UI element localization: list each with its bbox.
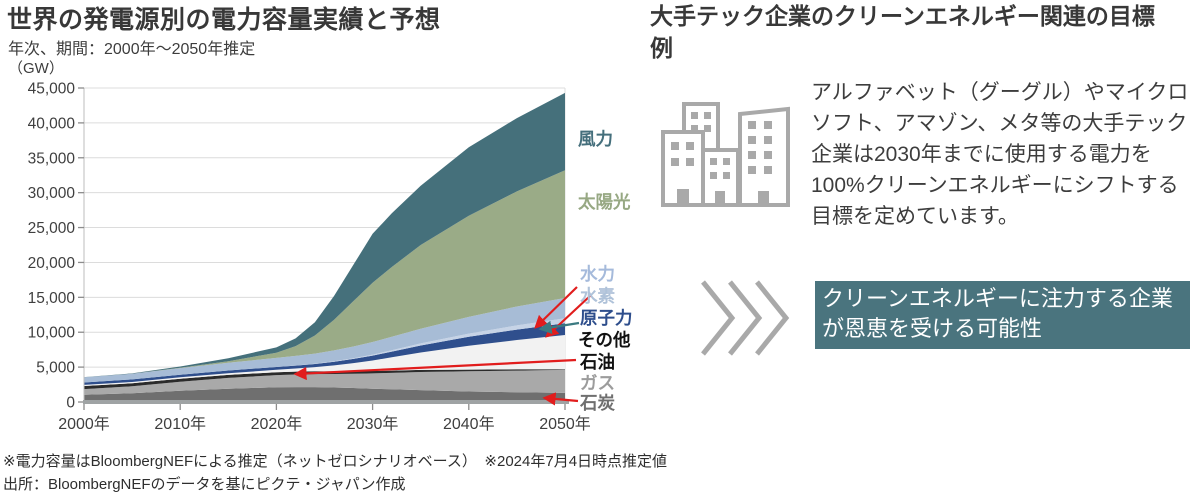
area-hydro [84,298,565,383]
y-tick-label: 10,000 [28,325,76,342]
y-tick-label: 25,000 [28,220,76,237]
y-tick-label: 45,000 [28,81,76,98]
chart-unit-label: （GW） [8,60,64,77]
chart-title: 世界の発電源別の電力容量実績と予想 [7,6,441,34]
x-tick-label: 2050年 [539,415,591,433]
series-label-nuclear: 原子力 [580,308,633,328]
area-gas [84,369,565,395]
series-label-other: その他 [578,330,631,350]
chart-subtitle: 年次、期間：2000年～2050年推定 [8,41,256,58]
x-tick-label: 2030年 [347,415,399,433]
area-coal [84,387,565,402]
series-label-solar: 太陽光 [578,192,631,212]
area-solar [84,170,565,378]
hydro-arrow [534,286,578,329]
series-label-hydrogen: 水素 [580,286,615,306]
conclusion-callout: クリーンエネルギーに注力する企業が恩恵を受ける可能性 [815,281,1190,349]
x-tick-label: 2040年 [443,415,495,433]
series-label-wind: 風力 [578,129,613,149]
footnote-line-1: ※電力容量はBloombergNEFによる推定（ネットゼロシナリオベース） ※2… [3,453,668,470]
y-tick-label: 35,000 [28,150,76,167]
right-panel-title: 大手テック企業のクリーンエネルギー関連の目標例 [650,3,1155,61]
stacked-area-chart: 0 5,000 10,000 15,000 20,000 25,000 30,000 35,0… [28,81,633,434]
x-tick-label: 2010年 [154,415,206,433]
series-label-oil: 石油 [579,352,615,372]
nuclear-arrow [538,320,580,334]
triple-chevron-right-icon [701,280,790,356]
y-tick-label: 5,000 [36,360,75,377]
y-tick-label: 30,000 [28,185,76,202]
y-tick-label: 15,000 [28,290,76,307]
y-tick-label: 20,000 [28,255,76,272]
area-wind [84,92,565,378]
footnote-line-2: 出所：BloombergNEFのデータを基にピクテ・ジャパン作成 [3,476,406,493]
right-panel-body: アルファベット（グーグル）やマイクロソフト、アマゾン、メタ等の大手テック企業は2… [811,81,1189,228]
hydrogen-arrow [545,295,591,338]
y-tick-label: 0 [66,395,75,412]
x-tick-label: 2020年 [251,415,303,433]
series-label-coal: 石炭 [579,393,615,413]
series-label-hydro: 水力 [580,264,615,284]
area-other [84,335,565,386]
coal-arrow [542,392,579,406]
oil-arrow [293,358,577,381]
series-label-gas: ガス [580,373,615,393]
x-tick-label: 2000年 [58,415,110,433]
y-tick-label: 40,000 [28,115,76,132]
buildings-icon [661,102,790,207]
